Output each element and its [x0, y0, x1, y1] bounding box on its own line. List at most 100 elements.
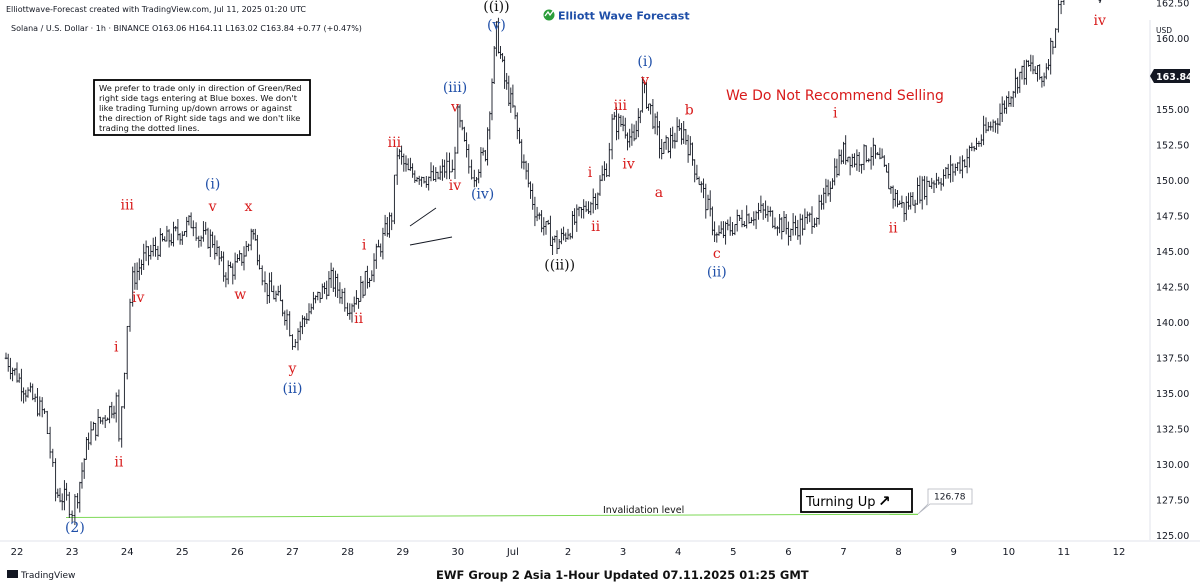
- ohlc-bar: [1040, 76, 1044, 88]
- ohlc-bar: [1036, 65, 1039, 82]
- ohlc-bar: [43, 408, 46, 414]
- y-tick-label: 125.00: [1156, 531, 1189, 542]
- ohlc-bar: [26, 387, 30, 398]
- ohlc-bar: [589, 201, 593, 216]
- ohlc-bar: [989, 121, 992, 131]
- ohlc-bar: [68, 491, 71, 518]
- ohlc-bar: [463, 126, 466, 142]
- ohlc-bar: [244, 241, 248, 257]
- triangle-upper-line: [409, 207, 437, 227]
- ohlc-bar: [761, 203, 765, 220]
- tradingview-logo-text: TradingView: [20, 571, 75, 581]
- ohlc-bar: [283, 310, 287, 326]
- ohlc-bar: [92, 421, 95, 431]
- ohlc-bar: [963, 159, 966, 168]
- ohlc-bar: [759, 195, 763, 213]
- ohlc-bar: [675, 117, 679, 143]
- ohlc-bar: [778, 214, 781, 234]
- ohlc-bar: [984, 117, 988, 134]
- ohlc-bar: [321, 283, 324, 299]
- ohlc-bar: [147, 246, 150, 266]
- wave-label: (i): [637, 54, 652, 70]
- ohlc-bar: [682, 121, 685, 144]
- ohlc-bar: [630, 123, 634, 146]
- ohlc-bar: [65, 482, 68, 501]
- invalidation-price: 126.78: [934, 493, 966, 503]
- ohlc-bar: [752, 211, 756, 226]
- ohlc-bar: [704, 183, 707, 219]
- ohlc-bar: [11, 367, 14, 382]
- projection-path: [1098, 0, 1102, 4]
- ohlc-bar: [787, 221, 790, 246]
- ohlc-bar: [691, 142, 694, 166]
- ohlc-bar: [907, 192, 910, 210]
- ohlc-bar: [276, 285, 280, 296]
- ohlc-bar: [771, 210, 774, 229]
- ohlc-bar: [63, 480, 66, 511]
- ohlc-bar: [982, 115, 985, 146]
- x-tick-label: 3: [620, 547, 626, 558]
- ohlc-bar: [669, 127, 672, 159]
- ohlc-bar: [684, 129, 688, 145]
- ohlc-bar: [806, 211, 809, 224]
- x-tick-label: 4: [675, 547, 681, 558]
- ohlc-bar: [242, 246, 246, 271]
- trading-note-line: like trading Turning up/down arrows or a…: [99, 103, 293, 113]
- ohlc-bar: [653, 113, 657, 135]
- y-tick-label: 135.00: [1156, 389, 1189, 400]
- ohlc-bar: [1020, 65, 1024, 80]
- tradingview-logo: TradingView: [7, 570, 75, 581]
- wave-label: ii: [114, 455, 123, 471]
- ohlc-bar: [192, 220, 195, 237]
- ohlc-bar: [78, 481, 82, 513]
- ohlc-bar: [189, 212, 193, 229]
- ohlc-bar: [913, 199, 917, 214]
- time-axis[interactable]: 22 23 24 25 26 27 28 29 30 Jul 2 3 4 5 6 7 8 9 10 11 12: [11, 547, 1126, 558]
- ohlc-bar: [33, 393, 37, 403]
- ohlc-bar: [488, 111, 492, 140]
- wave-label: c: [713, 246, 721, 262]
- brand-name: Elliott Wave Forecast: [558, 10, 690, 23]
- ohlc-bar: [336, 273, 339, 298]
- ohlc-bar: [728, 216, 732, 236]
- ohlc-bar: [700, 181, 703, 193]
- ohlc-bar: [70, 510, 74, 523]
- ohlc-bar: [977, 140, 981, 147]
- ohlc-bar: [117, 389, 121, 442]
- ohlc-bar: [594, 193, 597, 210]
- ohlc-bar: [776, 225, 779, 236]
- ohlc-bar: [996, 118, 1000, 134]
- wave-label: v: [640, 73, 649, 89]
- ohlc-bar: [673, 132, 677, 149]
- ohlc-bar: [240, 253, 244, 266]
- price-axis[interactable]: 165.00162.50160.00157.50155.00152.50150.…: [1156, 0, 1189, 542]
- footer-title: EWF Group 2 Asia 1-Hour Updated 07.11.20…: [436, 568, 809, 582]
- ohlc-bar: [735, 209, 739, 232]
- ohlc-bar: [713, 221, 716, 242]
- wave-label: iv: [1094, 13, 1106, 29]
- last-price-value: 163.84: [1156, 72, 1193, 83]
- x-tick-label: 30: [451, 547, 464, 558]
- ohlc-bar: [1062, 0, 1065, 5]
- invalidation-line: [65, 513, 919, 518]
- ohlc-bar: [377, 239, 380, 248]
- ohlc-bar: [144, 240, 148, 262]
- wave-label: (ii): [707, 264, 727, 280]
- ohlc-bar: [58, 487, 62, 503]
- ohlc-bar: [1022, 60, 1026, 85]
- ohlc-bar: [605, 163, 608, 178]
- trading-note-line: We prefer to trade only in direction of …: [99, 83, 302, 93]
- ohlc-bar: [372, 253, 376, 283]
- ohlc-bar: [285, 309, 289, 330]
- ohlc-bar: [425, 176, 428, 188]
- ohlc-bar: [340, 288, 344, 305]
- ohlc-bar: [359, 276, 363, 302]
- ohlc-bar: [865, 145, 868, 163]
- ohlc-bar: [1059, 0, 1063, 15]
- ohlc-bar: [660, 139, 663, 160]
- ohlc-bar: [379, 243, 382, 257]
- ohlc-bar: [325, 280, 328, 300]
- y-tick-label: 162.50: [1156, 0, 1189, 10]
- wave-label: i: [362, 237, 367, 253]
- ohlc-bar: [851, 153, 854, 168]
